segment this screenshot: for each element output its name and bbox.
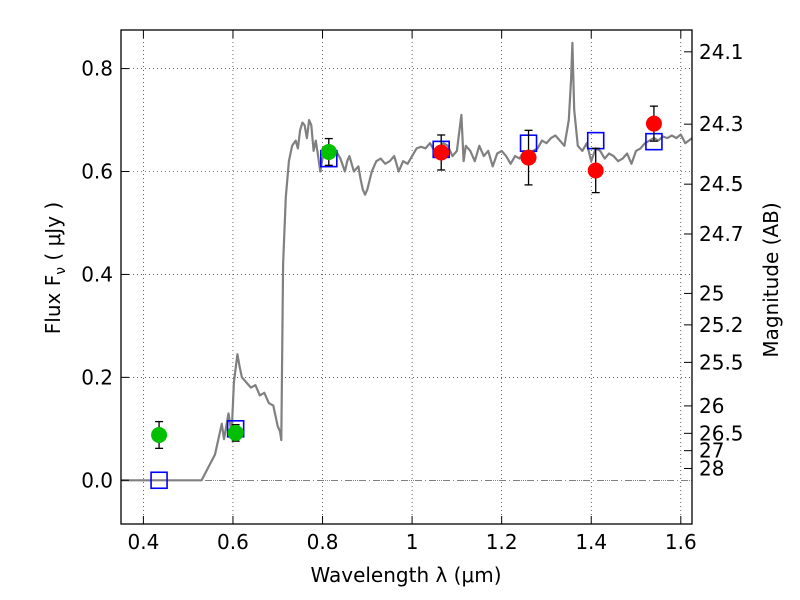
x-tick-label: 1.6 <box>665 530 697 554</box>
y-axis-label: Flux Fν ( μJy ) <box>41 202 69 334</box>
right-tick-label: 26 <box>699 394 724 418</box>
right-tick-label: 24.7 <box>699 222 744 246</box>
right-tick-label: 25.2 <box>699 313 744 337</box>
observed-point <box>320 143 337 160</box>
y-tick-label: 0.8 <box>81 57 113 81</box>
y-tick-label: 0.2 <box>81 365 113 389</box>
model-photometry-square <box>150 471 168 490</box>
right-tick-label: 24.3 <box>699 112 744 136</box>
observed-point <box>433 144 450 161</box>
right-tick-label: 27 <box>699 439 724 463</box>
observed-point <box>645 115 662 132</box>
x-tick-label: 1.2 <box>486 530 518 554</box>
right-tick-label: 25.5 <box>699 350 744 374</box>
y-tick-labels: 0.0 0.2 0.4 0.6 0.8 <box>81 57 113 493</box>
x-tick-labels: 0.4 0.6 0.8 1 1.2 1.4 1.6 <box>127 530 696 554</box>
observed-point <box>227 424 244 441</box>
spectrum-line <box>121 41 693 482</box>
y-tick-label: 0.6 <box>81 160 113 184</box>
x-tick-label: 1.4 <box>575 530 607 554</box>
y-tick-label: 0.0 <box>81 468 113 492</box>
right-tick-label: 26.5 <box>699 421 744 445</box>
observed-point <box>151 426 168 443</box>
x-tick-label: 1 <box>406 530 419 554</box>
series-model-spectrum <box>121 41 693 482</box>
right-tick-label: 28 <box>699 456 724 480</box>
observed-point <box>520 149 537 166</box>
y-tick-label: 0.4 <box>81 262 113 286</box>
right-tick-label: 24.1 <box>699 40 744 64</box>
x-tick-label: 0.4 <box>127 530 159 554</box>
right-tick-label: 24.5 <box>699 172 744 196</box>
x-tick-label: 0.8 <box>307 530 339 554</box>
axis-ticks <box>121 30 692 524</box>
plot-frame <box>120 29 693 525</box>
x-axis-label: Wavelength λ (μm) <box>310 563 501 587</box>
series-observed-points <box>151 105 662 450</box>
observed-point <box>587 162 604 179</box>
x-tick-label: 0.6 <box>217 530 249 554</box>
right-axis-label: Magnitude (AB) <box>759 202 783 357</box>
right-tick-label: 25 <box>699 281 724 305</box>
